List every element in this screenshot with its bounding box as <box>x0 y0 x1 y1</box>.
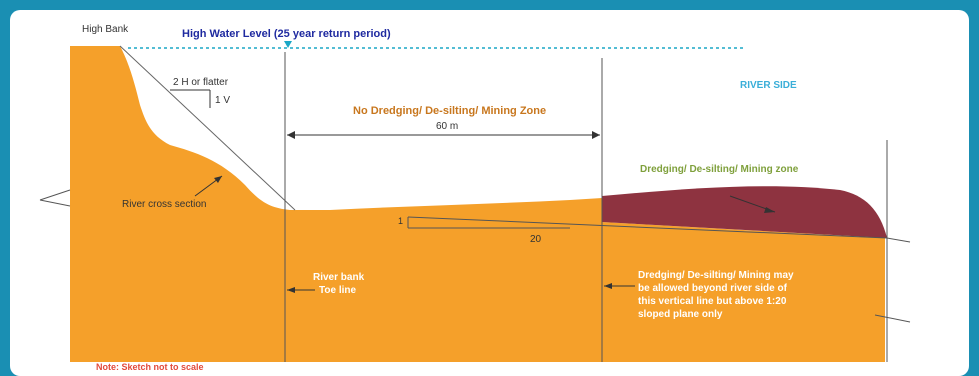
break-mark-left <box>39 189 71 207</box>
allowed-zone-pointer-icon <box>604 283 612 289</box>
river-bank-earth <box>70 46 602 362</box>
slope-h-label: 2 H or flatter <box>173 77 229 88</box>
allowed-zone-label-3: this vertical line but above 1:20 <box>638 296 787 307</box>
slope-v-label: 1 V <box>215 95 230 106</box>
allowed-zone-label-1: Dredging/ De-silting/ Mining may <box>638 270 794 281</box>
river-cross-section-label: River cross section <box>122 199 206 210</box>
dredging-zone-label: Dredging/ De-silting/ Mining zone <box>640 164 799 175</box>
allowed-zone-label-2: be allowed beyond river side of <box>638 283 788 294</box>
distance-arrow-left-icon <box>287 131 295 139</box>
river-cross-section-diagram: High Bank High Water Level (25 year retu… <box>39 24 911 372</box>
high-bank-label: High Bank <box>82 24 129 35</box>
bank-slope-line <box>119 45 296 211</box>
river-side-label: RIVER SIDE <box>740 80 797 91</box>
allowed-zone-label-4: sloped plane only <box>638 309 723 320</box>
distance-arrow-right-icon <box>592 131 600 139</box>
sketch-note: Note: Sketch not to scale <box>96 362 204 372</box>
diagram-frame: High Bank High Water Level (25 year retu… <box>10 10 969 376</box>
slope-plane-line <box>407 216 888 239</box>
gradient-rise-label: 1 <box>398 216 403 226</box>
break-mark-right-upper <box>886 237 911 243</box>
gradient-run-label: 20 <box>530 234 542 245</box>
no-dredging-zone-label: No Dredging/ De-silting/ Mining Zone <box>353 105 546 117</box>
river-bed-earth-right <box>602 198 885 362</box>
toe-line-pointer-icon <box>287 287 295 293</box>
toe-line-label-2: Toe line <box>319 285 356 296</box>
water-level-marker-icon <box>284 41 292 48</box>
cross-section-pointer-icon <box>214 176 222 183</box>
dredge-zone-pointer-icon <box>764 207 775 213</box>
dredging-zone-area <box>602 186 887 238</box>
distance-label: 60 m <box>436 121 458 132</box>
toe-line-label-1: River bank <box>313 272 365 283</box>
break-mark-right-lower <box>874 314 911 323</box>
high-water-level-label: High Water Level (25 year return period) <box>182 28 391 40</box>
